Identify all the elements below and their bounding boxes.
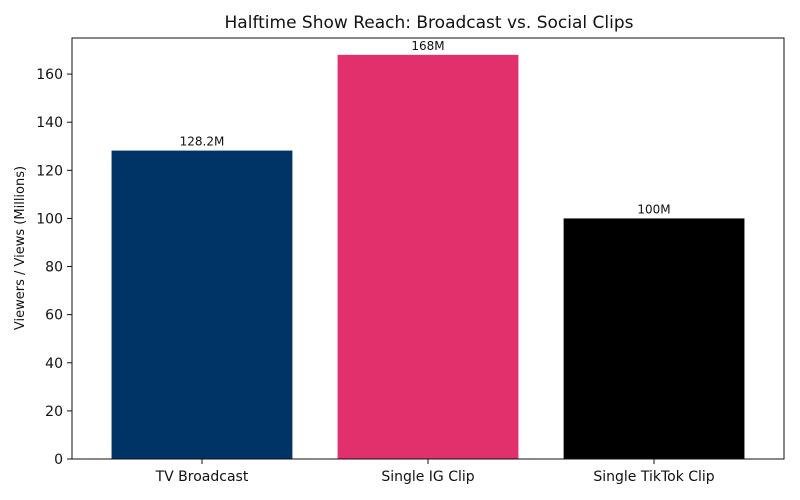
y-tick-label: 120 [36,163,63,179]
y-tick-label: 20 [45,404,63,420]
data-label: 128.2M [180,135,225,149]
y-axis-label: Viewers / Views (Millions) [13,166,28,330]
x-tick-label: Single IG Clip [381,469,474,485]
y-tick-label: 80 [45,260,63,276]
bar-tv-broadcast [111,150,293,459]
data-label: 100M [637,202,670,216]
chart-title: Halftime Show Reach: Broadcast vs. Socia… [225,13,634,33]
y-tick-label: 0 [54,452,63,468]
bar-single-tiktok-clip [563,218,745,459]
plot-area: 128.2M TV Broadcast 168M Single IG Clip 100M… [36,37,785,485]
y-tick-label: 40 [45,356,63,372]
bar-single-ig-clip [337,54,519,460]
x-tick-label: Single TikTok Clip [593,469,714,485]
data-label: 168M [411,39,444,53]
y-tick-label: 100 [36,211,63,227]
y-tick-label: 140 [36,115,63,131]
y-tick-label: 60 [45,308,63,324]
plot-frame [71,37,785,460]
y-tick-label: 160 [36,67,63,83]
x-tick-label: TV Broadcast [155,469,249,485]
